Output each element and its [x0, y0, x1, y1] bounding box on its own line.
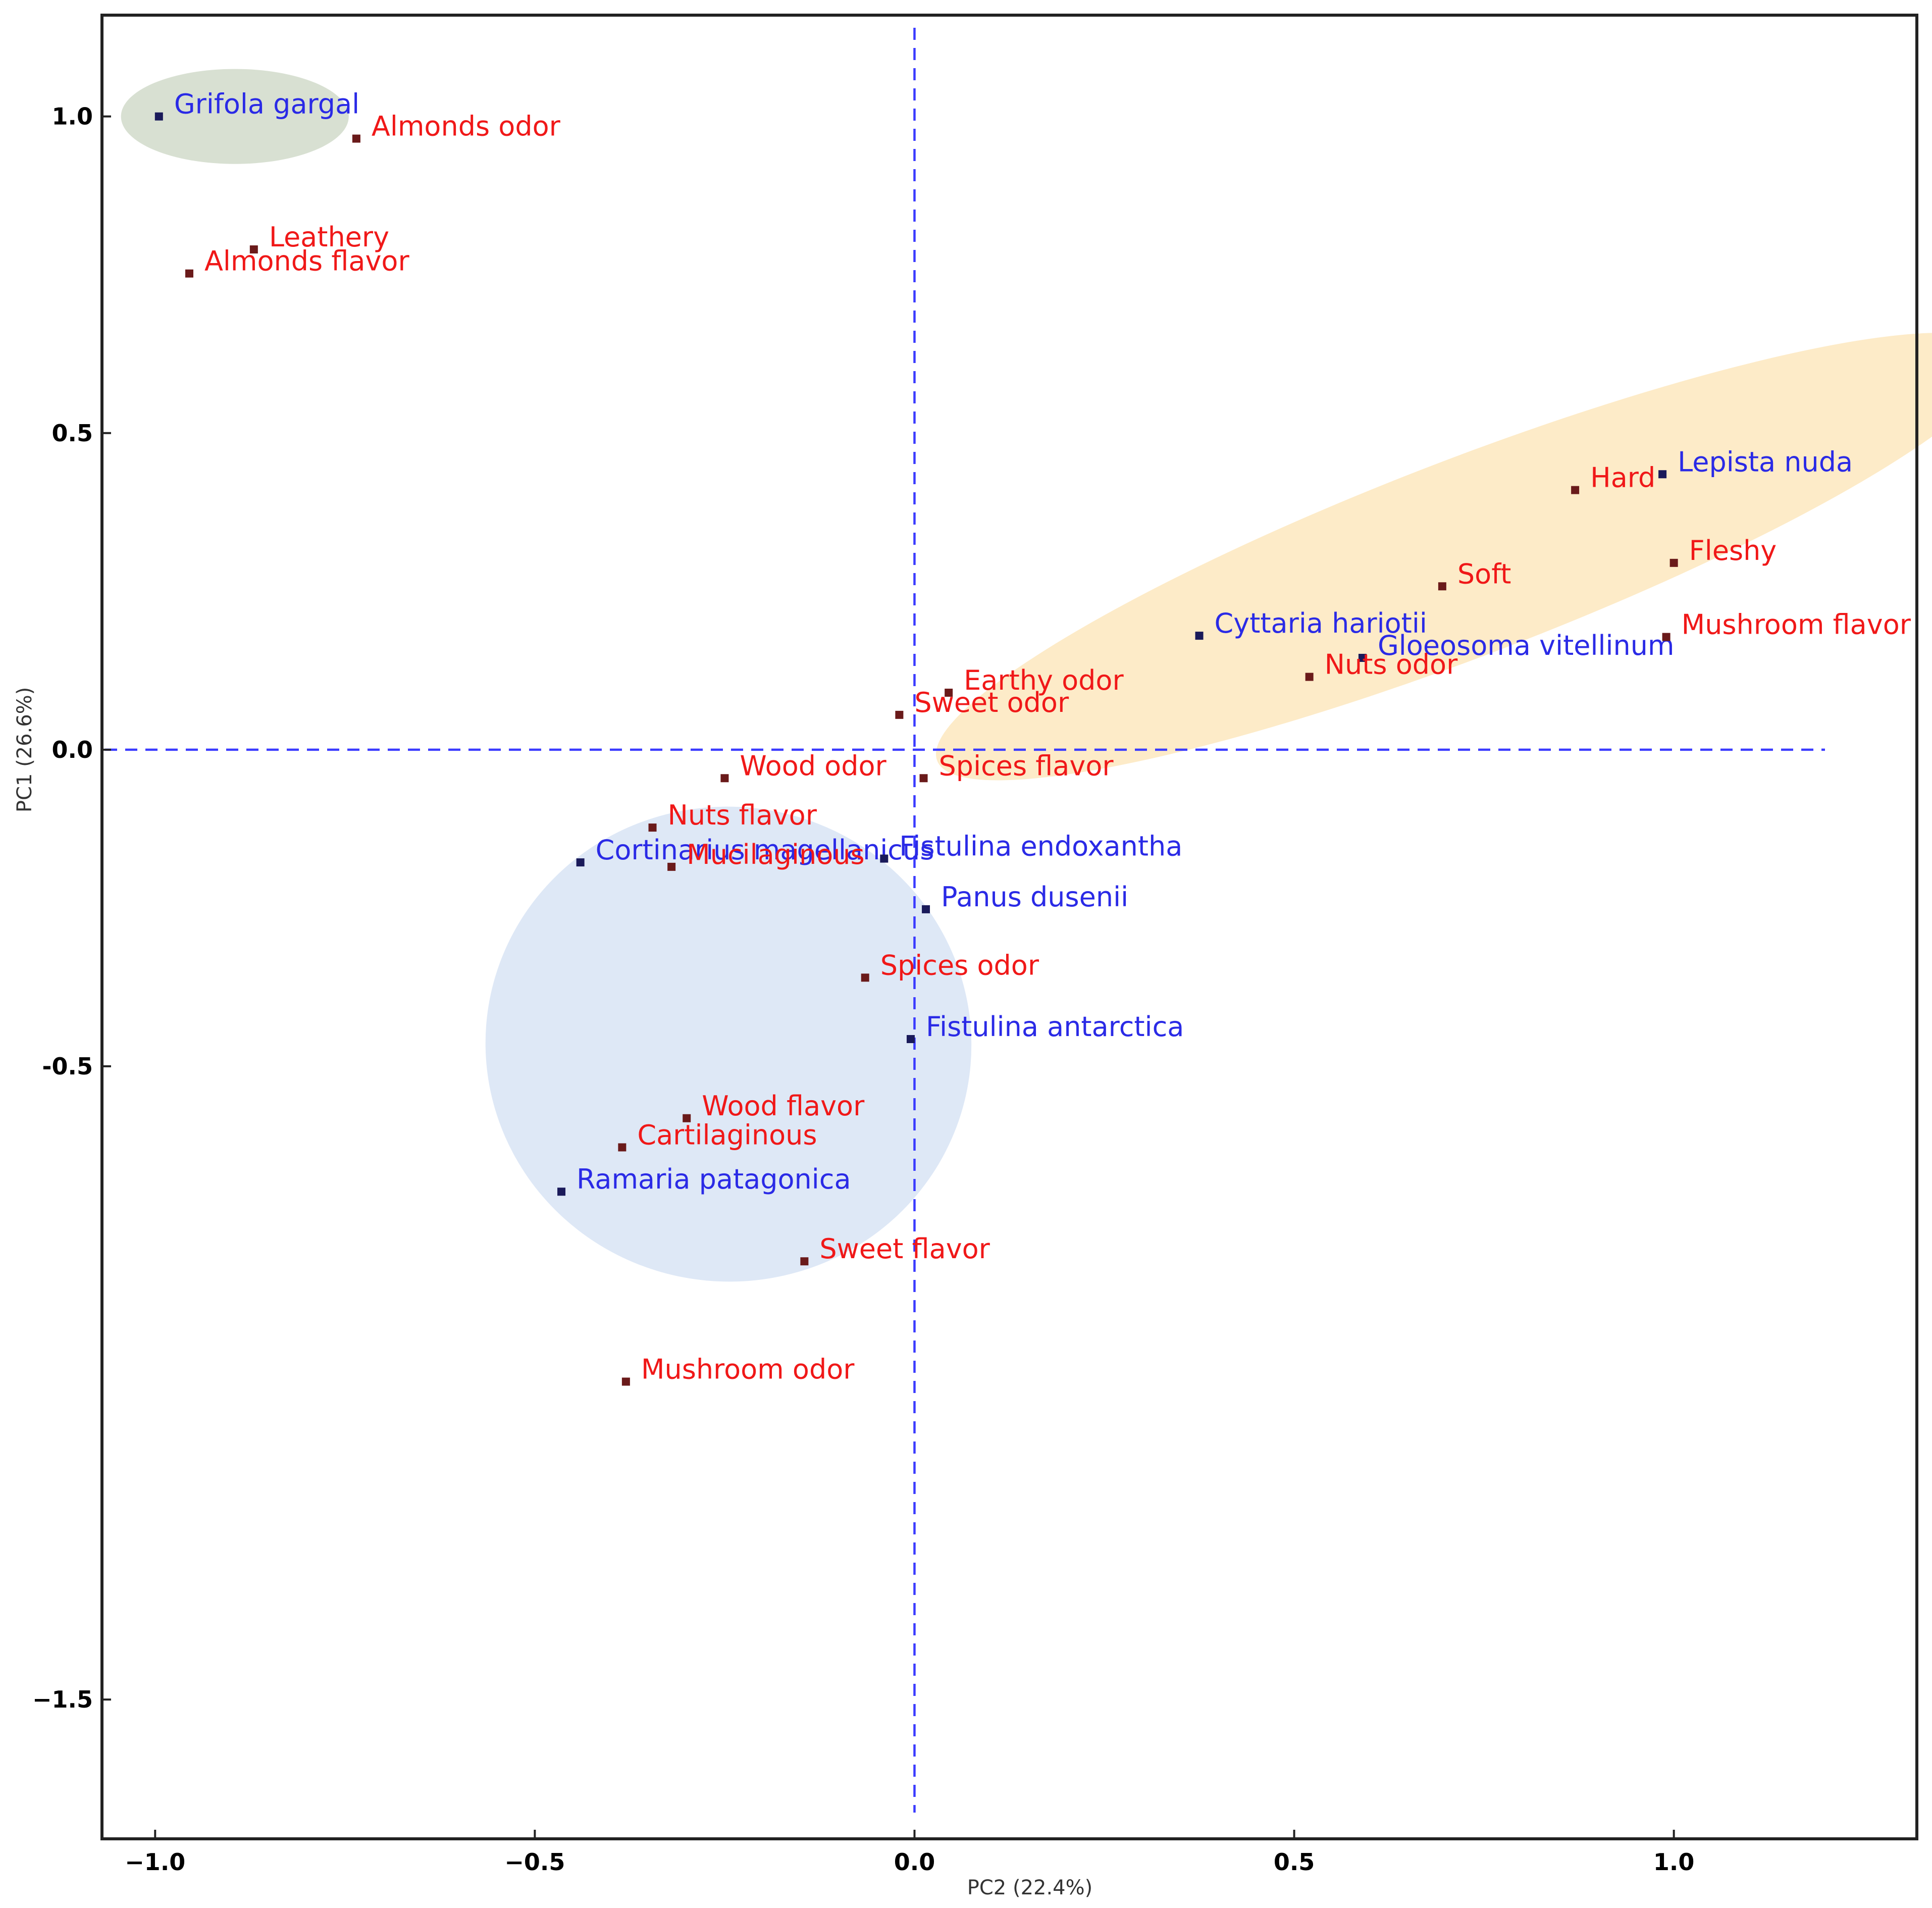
x-axis-title: PC2 (22.4%): [967, 1876, 1093, 1899]
point-label-spices-flavor: Spices flavor: [939, 750, 1114, 782]
point-marker-leathery: [249, 245, 258, 254]
x-tick-label: −1.0: [125, 1848, 185, 1876]
point-marker-grifola-gargal: [154, 112, 163, 121]
x-tick-label: −0.5: [504, 1848, 565, 1876]
point-label-fistulina-antarctica: Fistulina antarctica: [926, 1011, 1184, 1043]
point-label-leathery: Leathery: [269, 221, 389, 253]
cluster-ellipse-3: [485, 806, 972, 1282]
point-label-cartilaginous: Cartilaginous: [637, 1119, 817, 1151]
point-label-cyttaria-hariotii: Cyttaria hariotii: [1215, 607, 1427, 639]
x-tick-label: 0.5: [1274, 1848, 1315, 1876]
point-marker-fistulina-endoxantha: [880, 854, 889, 863]
point-label-gloeosoma-vitellinum: Gloeosoma vitellinum: [1378, 630, 1675, 661]
point-marker-nuts-odor: [1305, 673, 1314, 681]
point-label-sweet-flavor: Sweet flavor: [819, 1233, 990, 1265]
y-tick-label: 1.0: [52, 103, 93, 130]
point-label-nuts-odor: Nuts odor: [1325, 649, 1458, 681]
point-marker-hard: [1571, 486, 1580, 494]
y-axis-title: PC1 (26.6%): [13, 687, 36, 813]
point-marker-earthy-odor: [945, 688, 953, 697]
point-label-fleshy: Fleshy: [1689, 535, 1777, 566]
data-points: Grifola gargal Lepista nuda Cyttaria hario…: [154, 88, 1911, 1386]
point-label-almonds-flavor: Almonds flavor: [204, 245, 409, 277]
point-label-lepista-nuda: Lepista nuda: [1678, 446, 1853, 478]
cluster-ellipse-1: [121, 69, 349, 164]
point-label-grifola-gargal: Grifola gargal: [174, 88, 359, 120]
point-marker-wood-odor: [720, 774, 729, 783]
point-marker-soft: [1438, 582, 1446, 591]
point-label-sweet-odor: Sweet odor: [914, 687, 1069, 718]
y-tick-label: -0.5: [42, 1053, 93, 1080]
point-label-mucilaginous: Mucilaginous: [687, 839, 865, 870]
point-marker-mucilaginous: [667, 862, 676, 871]
point-marker-cortinarius-magellanicus: [576, 858, 585, 867]
point-label-spices-odor: Spices odor: [880, 949, 1039, 981]
point-marker-mushroom-odor: [621, 1377, 630, 1386]
point-label-ramaria-patagonica: Ramaria patagonica: [577, 1163, 851, 1195]
point-label-nuts-flavor: Nuts flavor: [668, 799, 817, 831]
y-tick-label: 0.0: [52, 736, 93, 763]
point-label-fistulina-endoxantha: Fistulina endoxantha: [899, 831, 1182, 862]
point-marker-almonds-odor: [352, 134, 360, 143]
point-marker-ramaria-patagonica: [557, 1188, 566, 1196]
point-label-earthy-odor: Earthy odor: [964, 664, 1124, 696]
point-marker-sweet-flavor: [800, 1257, 809, 1266]
cluster-ellipses: [121, 69, 1932, 1282]
point-marker-cyttaria-hariotii: [1195, 632, 1204, 640]
x-tick-label: 0.0: [894, 1848, 935, 1876]
point-label-hard: Hard: [1590, 462, 1655, 494]
point-label-cortinarius-magellanicus: Cortinarius magellanicus: [596, 834, 934, 866]
cluster-ellipse-2: [936, 333, 1932, 781]
point-label-wood-flavor: Wood flavor: [702, 1090, 865, 1122]
point-marker-lepista-nuda: [1658, 470, 1667, 479]
point-marker-mushroom-flavor: [1662, 633, 1670, 641]
point-label-almonds-odor: Almonds odor: [372, 111, 561, 142]
point-label-panus-dusenii: Panus dusenii: [941, 881, 1128, 913]
point-label-soft: Soft: [1457, 558, 1511, 590]
point-marker-fleshy: [1669, 558, 1678, 567]
point-marker-almonds-flavor: [185, 269, 193, 278]
point-marker-wood-flavor: [683, 1114, 691, 1122]
point-marker-nuts-flavor: [648, 823, 657, 832]
point-label-mushroom-odor: Mushroom odor: [641, 1353, 855, 1385]
y-tick-label: −1.5: [32, 1686, 93, 1713]
point-marker-sweet-odor: [895, 710, 904, 719]
point-marker-fistulina-antarctica: [906, 1035, 915, 1043]
point-marker-panus-dusenii: [922, 905, 930, 913]
point-marker-spices-odor: [861, 973, 869, 982]
point-label-mushroom-flavor: Mushroom flavor: [1682, 609, 1911, 641]
plot-frame: [100, 14, 1918, 1840]
axis-ticks: −1.0 −0.5 0.0 0.5 1.0 1.0 0.5 0.0 -0.5 −1.5: [32, 103, 1694, 1876]
point-marker-gloeosoma-vitellinum: [1358, 653, 1367, 662]
x-tick-label: 1.0: [1653, 1848, 1695, 1876]
point-marker-spices-flavor: [919, 774, 928, 783]
point-label-wood-odor: Wood odor: [740, 750, 886, 782]
y-tick-label: 0.5: [52, 420, 93, 447]
point-marker-cartilaginous: [618, 1143, 626, 1152]
reference-lines: [105, 28, 1825, 1813]
